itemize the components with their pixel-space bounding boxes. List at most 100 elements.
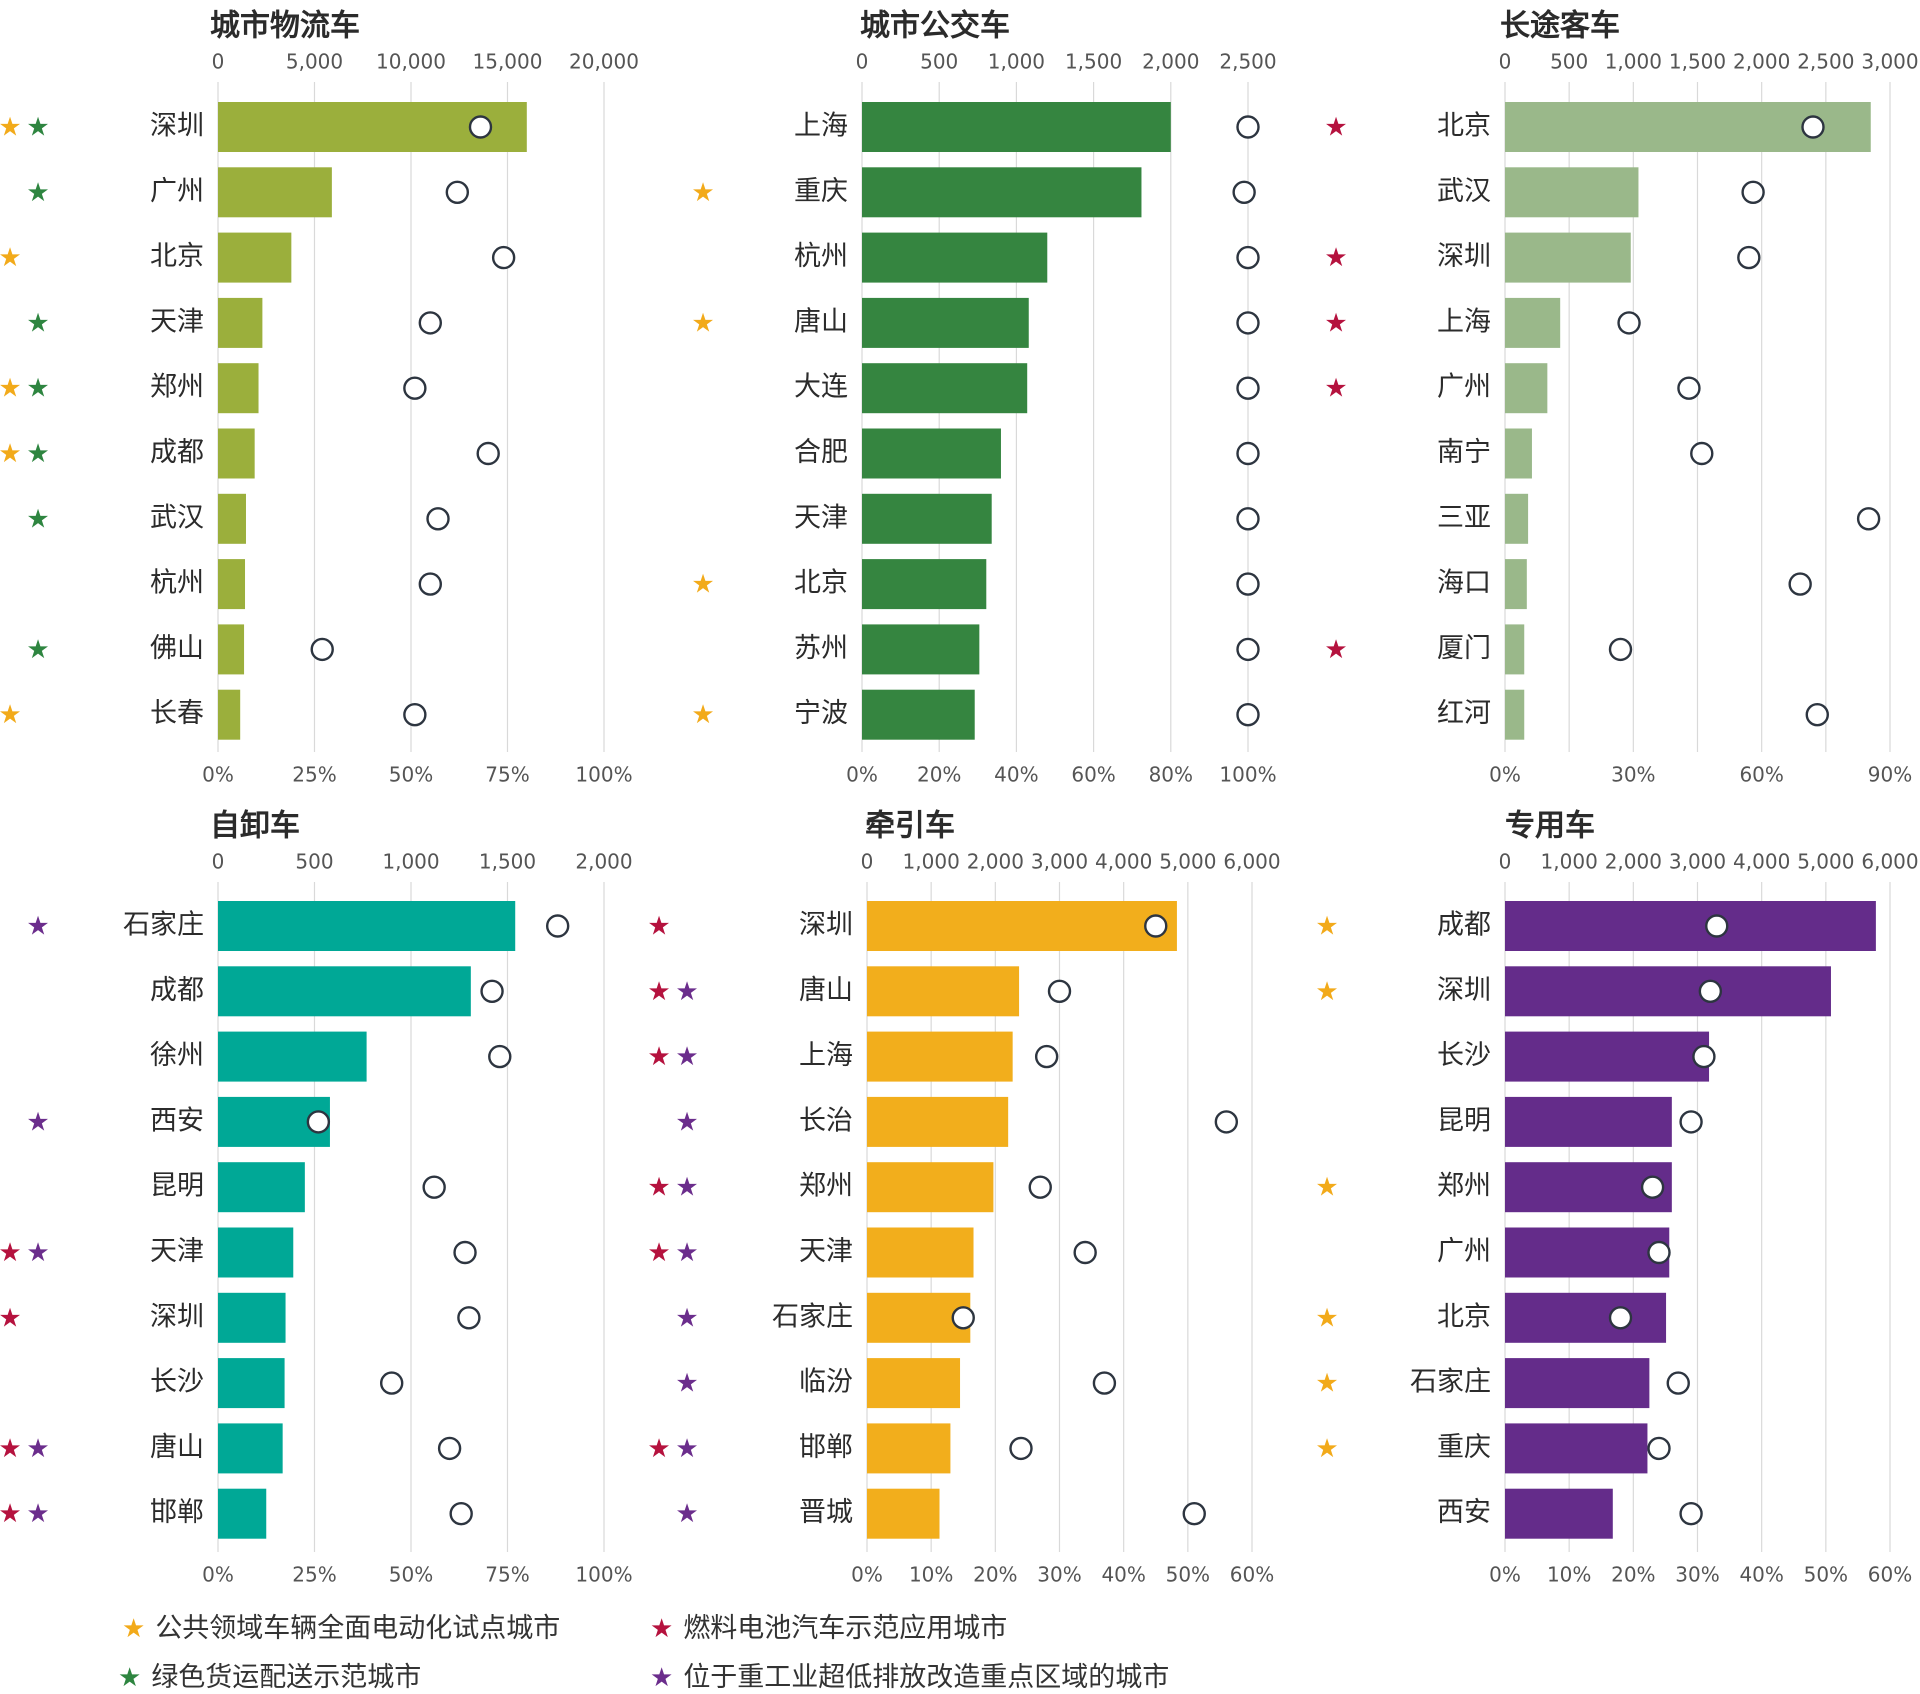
chart-title: 城市公交车 xyxy=(860,9,1010,44)
star-red-icon: ★ xyxy=(647,1173,670,1203)
top-tick-label: 2,000 xyxy=(1142,50,1199,74)
bottom-tick-label: 100% xyxy=(575,1563,632,1587)
star-orange-icon: ★ xyxy=(691,700,714,730)
bar xyxy=(862,428,1001,479)
category-label: 唐山 xyxy=(794,306,848,337)
share-marker xyxy=(1236,572,1260,596)
share-marker xyxy=(380,1371,404,1395)
bar xyxy=(867,1488,940,1539)
share-marker xyxy=(1608,637,1633,662)
category-label: 天津 xyxy=(794,502,848,533)
top-tick-label: 0 xyxy=(1499,50,1512,74)
category-label: 上海 xyxy=(1437,306,1491,337)
bar xyxy=(862,689,975,740)
bottom-tick-label: 100% xyxy=(1219,763,1276,787)
share-marker xyxy=(1647,1240,1671,1265)
bar xyxy=(862,624,980,675)
category-label: 武汉 xyxy=(1437,176,1491,207)
category-label: 昆明 xyxy=(150,1171,204,1202)
star-purple-icon: ★ xyxy=(675,1107,698,1137)
bottom-tick-label: 40% xyxy=(1101,1563,1145,1587)
category-label: 杭州 xyxy=(150,568,204,599)
category-label: 广州 xyxy=(1437,372,1491,403)
star-orange-icon: ★ xyxy=(0,374,22,404)
star-orange-icon: ★ xyxy=(1315,1434,1338,1464)
bar xyxy=(862,232,1048,283)
bar xyxy=(862,493,992,544)
category-label: 上海 xyxy=(794,111,848,142)
category-label: 郑州 xyxy=(1437,1171,1491,1202)
bar xyxy=(1505,297,1561,348)
star-red-icon: ★ xyxy=(1324,374,1347,404)
star-orange-icon: ★ xyxy=(691,308,714,338)
category-label: 深圳 xyxy=(1437,241,1491,272)
share-marker xyxy=(1236,703,1260,727)
star-green-icon: ★ xyxy=(26,178,49,208)
share-marker xyxy=(951,1306,975,1330)
star-red-icon: ★ xyxy=(0,1303,22,1333)
share-marker xyxy=(480,979,504,1003)
share-marker xyxy=(1236,637,1260,662)
top-tick-label: 6,000 xyxy=(1861,850,1918,874)
bar xyxy=(862,363,1028,414)
bar xyxy=(867,966,1020,1017)
chart-title: 牵引车 xyxy=(865,809,955,844)
bottom-tick-label: 10% xyxy=(1547,1563,1591,1587)
category-label: 唐山 xyxy=(150,1432,204,1463)
bar xyxy=(1505,493,1529,544)
category-label: 郑州 xyxy=(799,1171,853,1202)
top-tick-label: 6,000 xyxy=(1223,850,1280,874)
category-label: 长治 xyxy=(799,1105,853,1136)
top-tick-label: 500 xyxy=(295,850,333,874)
bottom-tick-label: 40% xyxy=(1739,1563,1783,1587)
bottom-tick-label: 25% xyxy=(292,1563,336,1587)
share-marker xyxy=(1741,180,1765,205)
category-label: 深圳 xyxy=(1437,975,1491,1006)
bar xyxy=(1505,363,1548,414)
category-label: 苏州 xyxy=(794,633,848,664)
top-tick-label: 2,000 xyxy=(1605,850,1662,874)
bottom-tick-label: 50% xyxy=(389,763,433,787)
share-marker xyxy=(1705,914,1729,938)
share-marker xyxy=(1805,703,1829,727)
category-label: 广州 xyxy=(150,176,204,207)
category-label: 成都 xyxy=(150,975,204,1006)
bottom-tick-label: 50% xyxy=(1804,1563,1848,1587)
category-label: 郑州 xyxy=(150,372,204,403)
star-red-icon: ★ xyxy=(0,1434,22,1464)
bottom-tick-label: 50% xyxy=(389,1563,433,1587)
bar xyxy=(1505,428,1532,479)
bar xyxy=(218,689,241,740)
star-red-icon: ★ xyxy=(0,1238,22,1268)
category-label: 昆明 xyxy=(1437,1105,1491,1136)
category-label: 合肥 xyxy=(794,437,848,468)
top-tick-label: 3,000 xyxy=(1031,850,1088,874)
bar xyxy=(218,901,516,951)
top-tick-label: 1,500 xyxy=(1669,50,1726,74)
bottom-tick-label: 20% xyxy=(917,763,961,787)
bar xyxy=(218,624,245,675)
top-tick-label: 1,000 xyxy=(988,50,1045,74)
share-marker xyxy=(1232,180,1256,205)
category-label: 邯郸 xyxy=(799,1432,853,1463)
star-orange-icon: ★ xyxy=(0,113,22,143)
top-tick-label: 0 xyxy=(212,850,225,874)
bar xyxy=(218,1423,283,1474)
share-marker xyxy=(453,1240,477,1265)
category-label: 石家庄 xyxy=(123,910,204,941)
top-tick-label: 3,000 xyxy=(1861,50,1918,74)
star-purple-icon: ★ xyxy=(26,912,49,942)
bar xyxy=(867,901,1177,951)
bar xyxy=(1505,1423,1648,1474)
share-marker xyxy=(1236,115,1260,139)
top-tick-label: 5,000 xyxy=(1159,850,1216,874)
star-purple-icon: ★ xyxy=(26,1499,49,1529)
category-label: 成都 xyxy=(150,437,204,468)
bar xyxy=(1505,1358,1650,1409)
share-marker xyxy=(1690,441,1714,466)
category-label: 武汉 xyxy=(150,502,204,533)
bar xyxy=(218,966,471,1017)
share-marker xyxy=(403,703,427,727)
share-marker xyxy=(1034,1044,1059,1069)
share-marker xyxy=(422,1175,446,1199)
